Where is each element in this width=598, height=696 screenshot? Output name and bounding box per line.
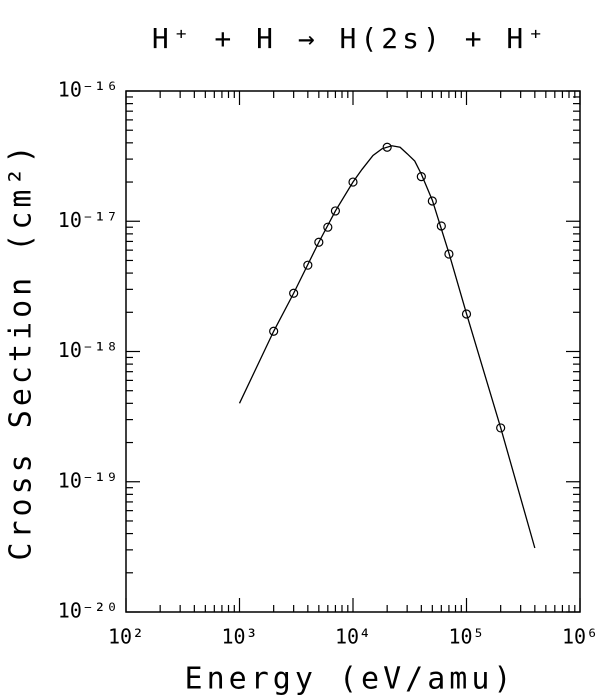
data-point <box>330 206 341 216</box>
data-point <box>444 249 454 259</box>
data-point <box>314 237 324 247</box>
x-tick-label: 10³ <box>221 625 257 649</box>
data-point <box>427 196 437 206</box>
plot-frame <box>125 90 581 613</box>
y-tick-label: 10⁻¹⁶ <box>58 78 118 102</box>
y-tick-label: 10⁻¹⁷ <box>58 208 118 232</box>
data-point <box>348 177 358 187</box>
data-point <box>323 222 333 232</box>
y-tick-label: 10⁻¹⁹ <box>58 468 118 492</box>
data-point <box>269 326 279 336</box>
x-axis-label: Energy (eV/amu) <box>185 662 516 696</box>
x-tick-label: 10² <box>108 625 144 649</box>
y-axis-label: Cross Section (cm²) <box>4 141 39 560</box>
data-point <box>382 142 392 152</box>
chart-title: H⁺ + H → H(2s) + H⁺ <box>152 22 548 55</box>
fit-line <box>238 145 536 549</box>
data-point <box>461 309 472 319</box>
data-point <box>303 260 313 270</box>
data-point <box>289 288 299 298</box>
x-tick-label: 10⁴ <box>335 625 371 649</box>
x-tick-label: 10⁵ <box>448 625 484 649</box>
y-tick-label: 10⁻¹⁸ <box>58 338 118 362</box>
data-point <box>496 423 506 433</box>
y-tick-label: 10⁻²⁰ <box>58 599 118 623</box>
x-tick-label: 10⁶ <box>562 625 598 649</box>
data-point <box>416 172 426 182</box>
